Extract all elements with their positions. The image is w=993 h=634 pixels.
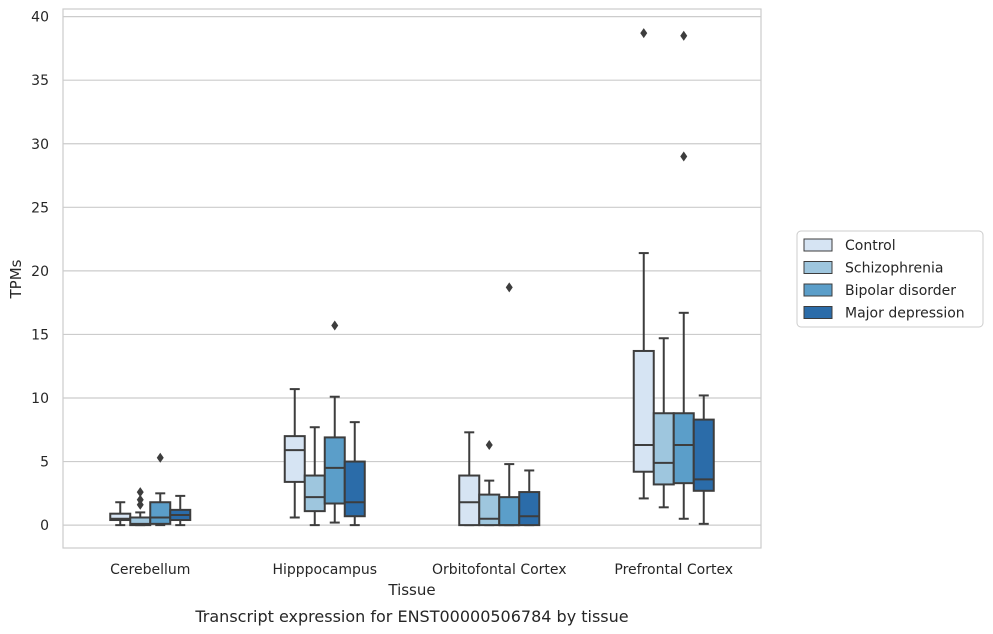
legend-label: Control	[845, 238, 896, 254]
x-tick-label: Cerebellum	[110, 562, 190, 578]
y-tick-label: 20	[31, 264, 49, 280]
outlier-point	[136, 487, 144, 498]
box-body	[498, 496, 521, 527]
box-body	[149, 501, 172, 525]
box-1-3	[343, 421, 366, 527]
y-tick-label: 15	[31, 327, 49, 343]
legend-label: Major depression	[845, 306, 965, 322]
box-0-3	[169, 494, 192, 527]
x-tick-label: Orbitofontal Cortex	[432, 562, 567, 578]
box-0-0	[109, 501, 132, 527]
y-tick-label: 10	[31, 391, 49, 407]
x-tick-labels: Cerebellum Hipppocampus Orbitofontal Corte…	[110, 562, 733, 578]
x-tick-label: Hipppocampus	[272, 562, 377, 578]
box-body	[518, 491, 541, 527]
outlier-point	[505, 282, 513, 293]
plot-frame	[62, 8, 762, 549]
outlier-point	[136, 499, 144, 510]
y-tick-labels: 0 5 10 15 20 25 30 35 40	[31, 10, 49, 534]
box-2-1	[478, 440, 501, 527]
box-3-1	[652, 337, 675, 509]
box-body	[632, 349, 655, 473]
boxes	[109, 28, 715, 527]
box-body	[303, 474, 326, 513]
box-3-2	[672, 30, 695, 520]
x-tick-label: Prefrontal Cortex	[614, 562, 733, 578]
figure-caption: Transcript expression for ENST0000050678…	[194, 607, 628, 626]
box-0-2	[149, 452, 172, 527]
y-tick-label: 35	[31, 73, 49, 89]
legend-swatch	[803, 283, 833, 297]
y-tick-label: 40	[31, 10, 49, 26]
outlier-point	[640, 28, 648, 39]
x-axis-title: Tissue	[387, 581, 435, 599]
y-tick-label: 30	[31, 137, 49, 153]
box-body	[458, 474, 481, 527]
legend-frame	[796, 230, 984, 328]
outlier-point	[485, 440, 493, 451]
outlier-point	[156, 452, 164, 463]
box-1-1	[303, 426, 326, 527]
box-0-1	[129, 487, 152, 527]
box-body	[672, 412, 695, 485]
legend: Control Schizophrenia Bipolar disorder Majo…	[796, 230, 984, 328]
legend-swatch	[803, 238, 833, 252]
box-2-0	[458, 431, 481, 527]
legend-swatch	[803, 261, 833, 274]
box-1-0	[283, 388, 306, 519]
y-tick-label: 0	[40, 518, 49, 534]
y-axis-title: TPMs	[7, 259, 25, 299]
box-body	[652, 412, 675, 486]
y-tick-label: 25	[31, 200, 49, 216]
legend-label: Bipolar disorder	[845, 283, 956, 299]
box-2-2	[498, 282, 521, 527]
box-3-3	[692, 394, 715, 525]
grid-lines	[63, 16, 761, 526]
box-body	[323, 436, 346, 505]
box-body	[478, 493, 501, 527]
outlier-point	[680, 151, 688, 162]
box-body	[343, 460, 366, 518]
box-body	[692, 418, 715, 492]
outlier-point	[136, 494, 144, 505]
outlier-point	[331, 320, 339, 331]
legend-label: Schizophrenia	[845, 261, 943, 277]
y-tick-label: 5	[40, 455, 49, 471]
box-body	[283, 435, 306, 483]
box-3-0	[632, 28, 655, 500]
legend-swatch	[803, 306, 833, 319]
box-2-3	[518, 469, 541, 527]
outlier-point	[680, 30, 688, 41]
box-1-2	[323, 320, 346, 524]
